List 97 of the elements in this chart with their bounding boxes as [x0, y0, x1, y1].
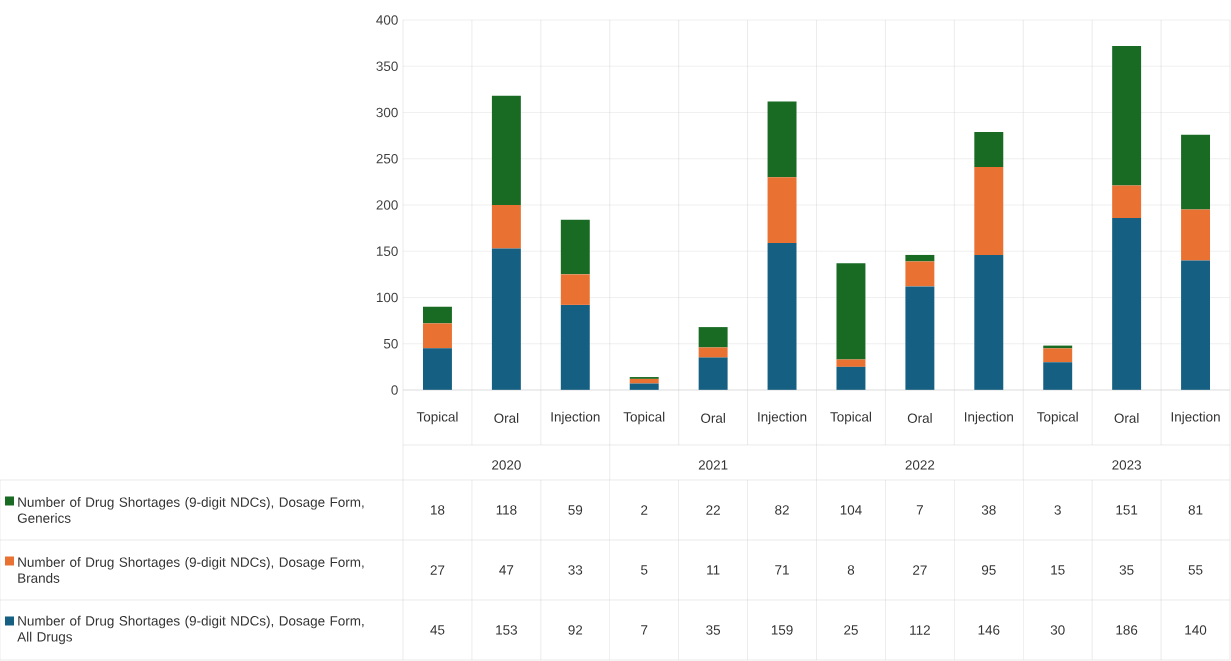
bar	[974, 254, 1004, 390]
y-tick-label: 100	[376, 292, 398, 303]
y-tick-label: 200	[376, 200, 398, 210]
data-label: 35	[1119, 565, 1134, 575]
bar	[905, 261, 935, 287]
x-tick-label: Oral	[494, 413, 519, 423]
data-label: 38	[981, 505, 996, 515]
text: 2021	[698, 460, 728, 470]
bar	[629, 378, 659, 384]
bar	[836, 366, 866, 390]
bar	[560, 274, 590, 305]
bar	[1181, 260, 1211, 390]
bar	[1043, 348, 1073, 363]
bar	[698, 347, 728, 358]
x-tick-label: Topical	[416, 411, 458, 425]
data-label: 95	[981, 565, 996, 575]
bar	[974, 167, 1004, 255]
data-label: 81	[1188, 505, 1203, 515]
x-tick-label: Topical	[623, 411, 665, 425]
data-label: 7	[916, 505, 923, 515]
data-label: 3	[1054, 505, 1061, 515]
data-label: 146	[978, 625, 1000, 635]
y-tick-label: 300	[376, 107, 398, 118]
bar	[698, 357, 728, 390]
x-tick-label: Injection	[551, 411, 600, 425]
data-label: 112	[910, 625, 930, 635]
bar	[491, 248, 521, 390]
x-tick-label: Injection	[1171, 411, 1220, 425]
x-tick-label: Topical	[1037, 411, 1078, 425]
data-label: 22	[706, 505, 720, 515]
bar	[1181, 209, 1211, 261]
data-label: 35	[706, 625, 721, 635]
bar	[422, 323, 452, 349]
bar	[905, 254, 935, 262]
data-label: 159	[771, 625, 793, 635]
bar	[491, 95, 521, 205]
x-tick-label: Topical	[830, 411, 871, 425]
text: 2022	[905, 460, 935, 470]
bar	[1112, 45, 1142, 186]
bar	[560, 219, 590, 275]
x-tick-label: Oral	[907, 413, 932, 423]
y-tick-label: 0	[391, 385, 398, 395]
bar	[767, 177, 797, 243]
bar	[1181, 134, 1211, 210]
data-label: 55	[1188, 565, 1203, 575]
data-label: 140	[1185, 625, 1207, 635]
bar	[974, 131, 1004, 168]
bar	[491, 204, 521, 249]
data-label: 18	[431, 505, 445, 515]
data-label: 71	[775, 565, 789, 575]
bar	[767, 242, 797, 390]
bar	[422, 348, 452, 390]
data-label: 27	[913, 565, 927, 575]
legend-label: Number of Drug Shortages (9-digit NDCs), Dosage Form, Generics	[17, 497, 364, 523]
data-label: 8	[847, 565, 855, 575]
data-label: 2	[641, 505, 648, 515]
x-tick-label: Oral	[1114, 413, 1139, 423]
bar	[1112, 185, 1142, 218]
data-label: 33	[568, 565, 583, 575]
text: 2023	[1112, 460, 1141, 470]
text: 2020	[492, 460, 521, 470]
legend-label: Number of Drug Shortages (9-digit NDCs), Dosage Form, Brands	[18, 557, 364, 583]
data-label: 82	[775, 505, 789, 515]
bar	[905, 286, 935, 390]
data-label: 11	[707, 565, 720, 575]
y-tick-label: 350	[376, 61, 398, 71]
bar	[1112, 217, 1142, 390]
data-label: 27	[430, 565, 445, 575]
data-label: 5	[641, 565, 648, 575]
data-label: 15	[1051, 565, 1065, 575]
bar	[836, 263, 866, 360]
y-tick-label: 400	[376, 15, 398, 25]
y-tick-label: 250	[376, 153, 398, 164]
data-label: 104	[840, 505, 862, 515]
bar	[422, 306, 452, 324]
y-tick-label: 50	[383, 338, 398, 349]
data-label: 151	[1116, 505, 1138, 515]
bar	[560, 304, 590, 390]
data-label: 30	[1050, 625, 1065, 635]
bar	[698, 327, 728, 348]
x-tick-label: Oral	[701, 413, 725, 423]
data-label: 25	[844, 625, 858, 635]
data-label: 153	[496, 625, 518, 635]
bar	[767, 101, 797, 178]
data-label: 45	[430, 625, 445, 635]
data-label: 186	[1116, 625, 1138, 635]
legend-label: Number of Drug Shortages (9-digit NDCs), Dosage Form, All Drugs	[17, 615, 364, 645]
x-tick-label: Injection	[758, 411, 807, 425]
data-label: 118	[496, 505, 517, 515]
data-label: 7	[641, 625, 648, 635]
y-tick-label: 150	[376, 246, 398, 256]
data-label: 92	[568, 625, 583, 635]
data-label: 47	[499, 565, 514, 575]
bar	[1043, 362, 1073, 390]
data-label: 59	[568, 505, 583, 515]
bar	[836, 359, 866, 367]
x-tick-label: Injection	[964, 411, 1013, 425]
